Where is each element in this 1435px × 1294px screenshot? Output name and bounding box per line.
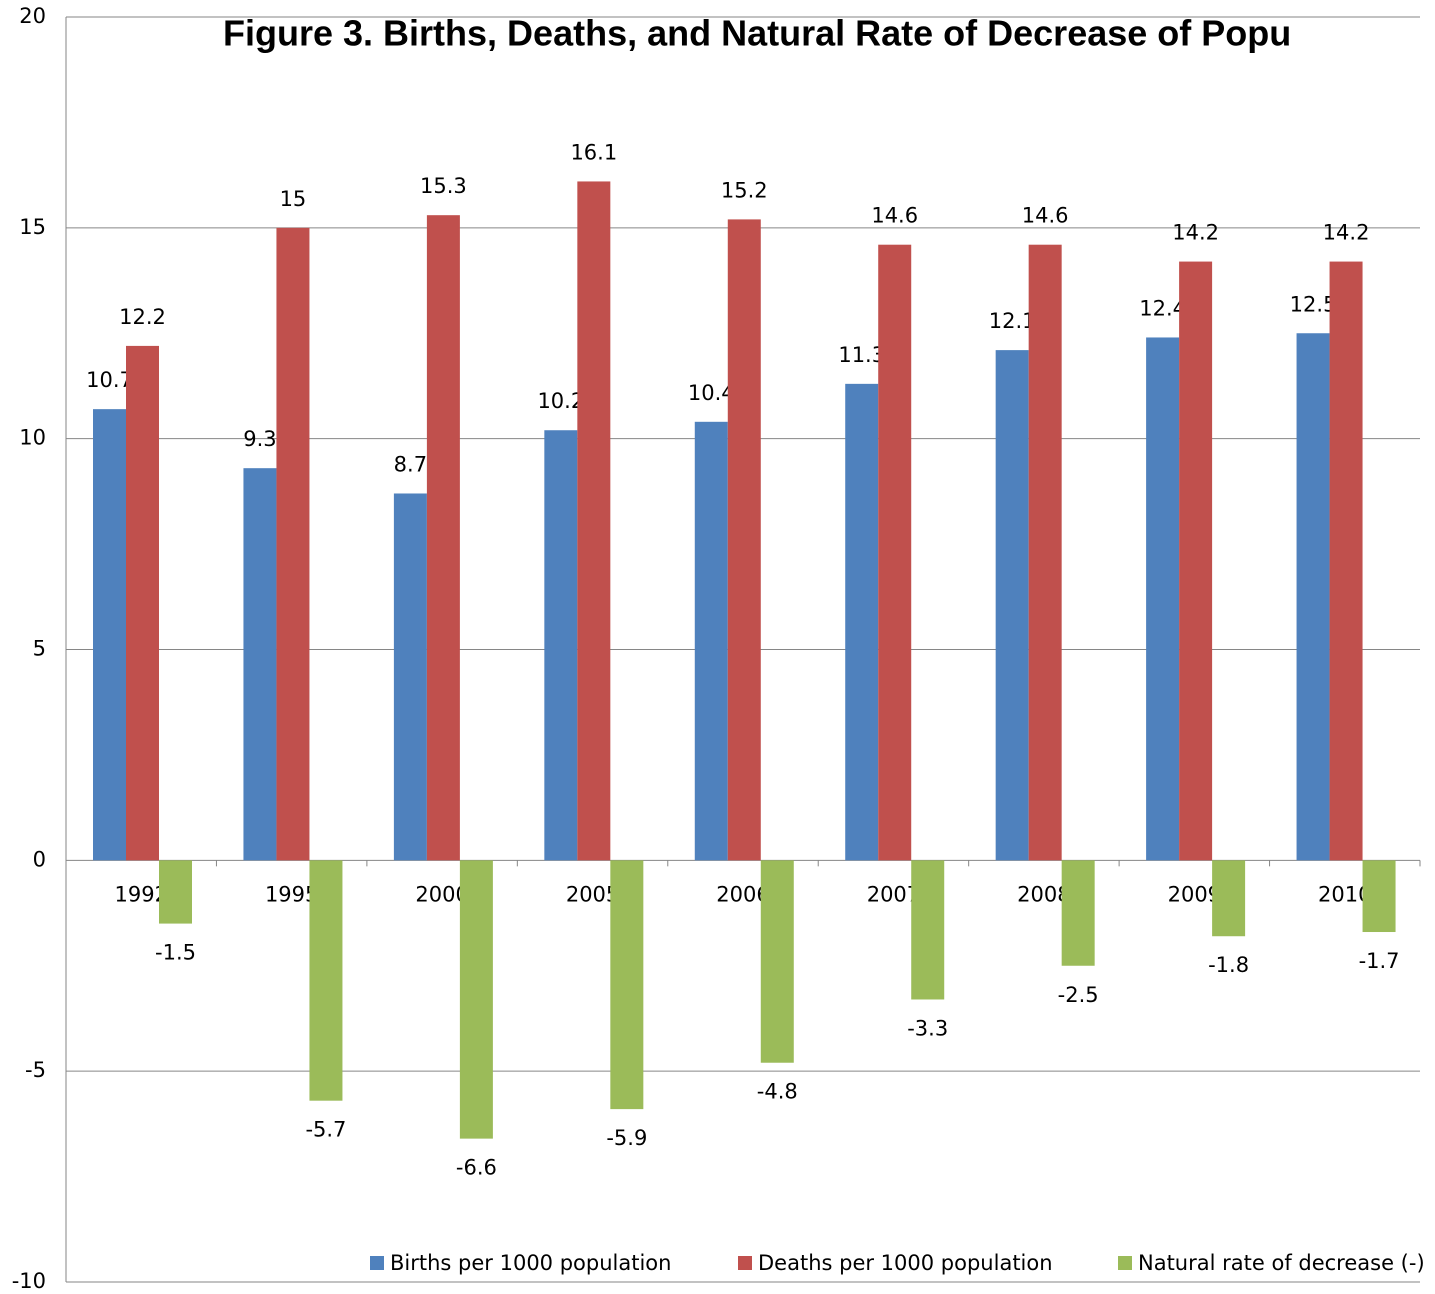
bar	[126, 345, 159, 861]
bar	[1212, 860, 1246, 937]
bar	[459, 860, 493, 1139]
data-label: 10.4	[688, 381, 735, 405]
legend-swatch	[1118, 1256, 1132, 1270]
bar	[1028, 244, 1062, 861]
y-tick-label: -5	[25, 1058, 46, 1082]
bar	[727, 219, 761, 861]
y-tick-label: 10	[19, 426, 46, 450]
bar	[911, 860, 945, 1000]
bar	[159, 860, 192, 924]
y-tick-label: 20	[19, 4, 46, 28]
data-label: 14.6	[1022, 204, 1069, 228]
bar	[309, 860, 343, 1101]
data-label: 15.2	[721, 178, 768, 202]
data-label: -5.7	[305, 1118, 346, 1142]
bar	[694, 421, 728, 861]
data-label: -1.7	[1359, 949, 1400, 973]
bar	[1146, 337, 1180, 861]
bar	[243, 468, 277, 861]
data-label: 15	[280, 187, 307, 211]
data-label: 8.7	[394, 452, 427, 476]
bar	[1179, 261, 1213, 861]
bar	[1296, 333, 1330, 861]
data-label: -4.8	[757, 1080, 798, 1104]
bar	[577, 181, 611, 861]
data-label: 12.4	[1139, 296, 1186, 320]
bar	[760, 860, 794, 1063]
bar	[995, 350, 1029, 861]
bar	[1329, 261, 1363, 861]
data-label: 10.7	[86, 368, 133, 392]
data-label: 12.2	[119, 305, 166, 329]
legend-label: Natural rate of decrease (-)	[1138, 1251, 1425, 1275]
bar	[426, 215, 460, 861]
data-label: -5.9	[606, 1126, 647, 1150]
data-label: 9.3	[243, 427, 276, 451]
legend-label: Births per 1000 population	[390, 1251, 671, 1275]
data-label: 12.5	[1290, 292, 1337, 316]
bar	[393, 493, 427, 861]
data-label: -3.3	[907, 1016, 948, 1040]
bar	[1362, 860, 1396, 933]
data-label: 15.3	[420, 174, 467, 198]
data-label: 12.1	[989, 309, 1036, 333]
bar	[1061, 860, 1095, 966]
legend-swatch	[738, 1256, 752, 1270]
legend-swatch	[370, 1256, 384, 1270]
data-label: 14.6	[871, 204, 918, 228]
bar	[276, 227, 310, 861]
bar	[93, 409, 126, 861]
data-label: 14.2	[1323, 221, 1370, 245]
y-tick-label: 15	[19, 215, 46, 239]
bar	[878, 244, 912, 861]
data-label: -6.6	[456, 1156, 497, 1180]
data-label: -1.8	[1208, 953, 1249, 977]
legend-label: Deaths per 1000 population	[758, 1251, 1053, 1275]
data-label: 10.2	[537, 389, 584, 413]
data-label: 11.3	[838, 343, 885, 367]
data-label: 16.1	[570, 140, 617, 164]
bar	[544, 430, 578, 861]
chart-title: Figure 3. Births, Deaths, and Natural Ra…	[223, 13, 1291, 54]
data-label: -1.5	[155, 941, 196, 965]
y-tick-label: -10	[12, 1269, 46, 1293]
data-label: -2.5	[1058, 983, 1099, 1007]
bar	[845, 383, 879, 861]
y-tick-label: 5	[33, 637, 46, 661]
bar	[610, 860, 644, 1110]
y-tick-label: 0	[33, 847, 46, 871]
data-label: 14.2	[1172, 221, 1219, 245]
